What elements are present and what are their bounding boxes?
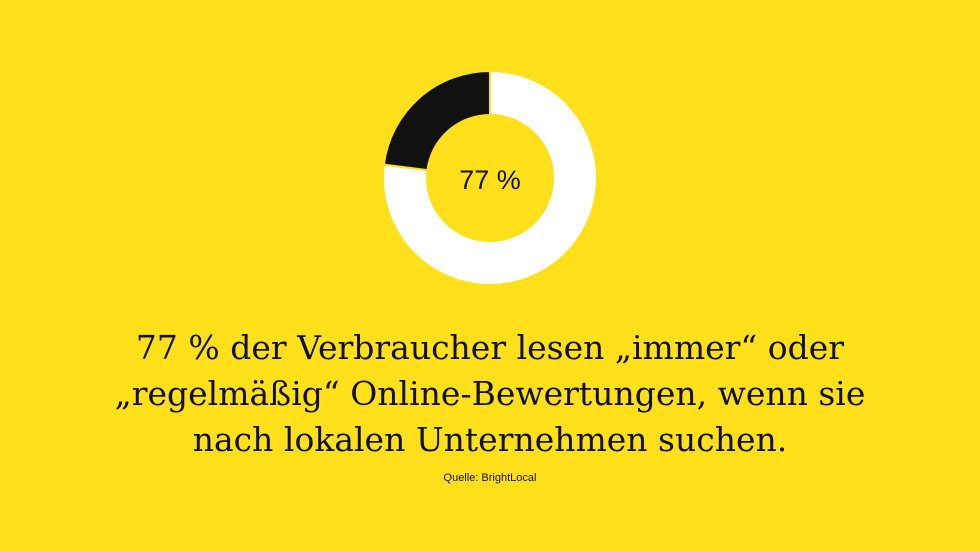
donut-chart: 77 % — [383, 71, 597, 285]
donut-slice-1 — [383, 71, 597, 285]
headline: 77 % der Verbraucher lesen „immer“ oder … — [0, 325, 980, 463]
headline-line-2: „regelmäßig“ Online-Bewertungen, wenn si… — [114, 374, 866, 413]
headline-line-1: 77 % der Verbraucher lesen „immer“ oder — [135, 328, 845, 367]
donut-center-label: 77 % — [459, 165, 521, 195]
headline-line-3: nach lokalen Unternehmen suchen. — [192, 420, 788, 459]
donut-slice-2 — [383, 71, 491, 172]
source-note: Quelle: BrightLocal — [443, 472, 537, 484]
